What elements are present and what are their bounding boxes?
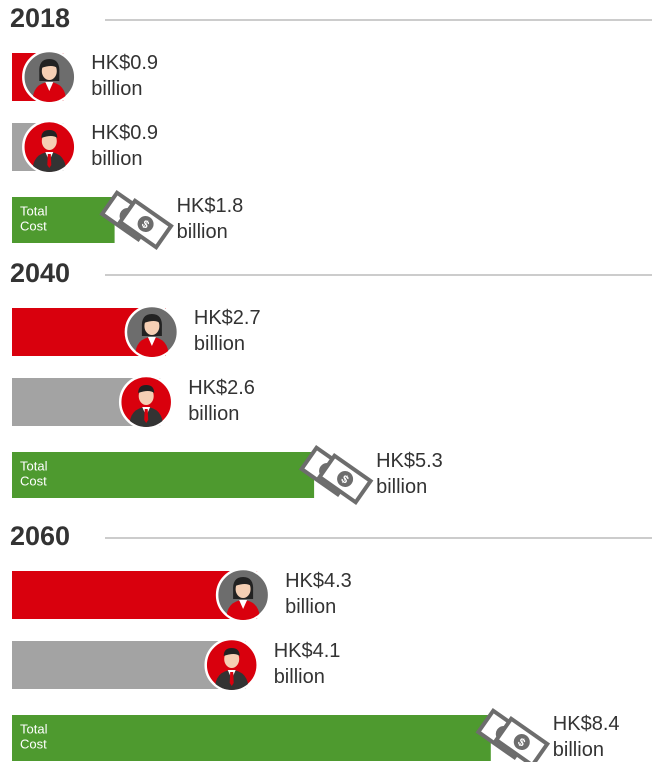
figure [214, 648, 249, 690]
figure [226, 577, 261, 620]
male-icon [22, 119, 77, 175]
coin [137, 216, 154, 232]
figure [32, 59, 67, 102]
figure [134, 314, 169, 357]
body [226, 600, 261, 620]
value-label: HK$4.1 billion [274, 640, 341, 688]
money-icon: $$ [475, 707, 551, 762]
year-heading: 2040 [10, 258, 70, 288]
tie [229, 672, 234, 686]
top-hair [138, 385, 155, 393]
bar [12, 197, 115, 243]
male-icon [118, 374, 174, 430]
top-hair [41, 130, 58, 138]
top-hair [223, 648, 240, 656]
male-icon [204, 637, 259, 693]
total-label: Total Cost [20, 204, 48, 234]
value-label: HK$0.9 billion [91, 122, 158, 170]
value-label: HK$1.8 billion [177, 195, 244, 243]
tie [47, 154, 52, 168]
body [134, 337, 169, 357]
coin [513, 734, 530, 750]
collar [147, 337, 156, 346]
bill: $ [117, 197, 174, 251]
value-label: HK$4.3 billion [285, 570, 352, 618]
dollar: $ [515, 736, 527, 749]
total-label: Total Cost [20, 722, 48, 752]
value-label: HK$8.4 billion [553, 713, 620, 761]
dollar: $ [139, 218, 151, 231]
year-heading: 2060 [10, 521, 70, 551]
value-label: HK$0.9 billion [91, 52, 158, 100]
top-hair [41, 60, 58, 68]
figure [32, 130, 67, 172]
top-hair [235, 578, 252, 586]
body [32, 82, 67, 102]
year-heading: 2018 [10, 3, 70, 33]
female-icon [215, 567, 271, 623]
coin [337, 471, 354, 487]
bar [12, 452, 315, 498]
tie [144, 409, 149, 423]
money-icon: $$ [99, 189, 174, 251]
collar [45, 82, 54, 91]
collar [239, 600, 248, 609]
bill: $ [493, 715, 551, 762]
value-label: HK$2.7 billion [194, 307, 261, 355]
total-label: Total Cost [20, 459, 48, 489]
bill: $ [316, 452, 374, 506]
top-hair [143, 315, 160, 323]
money-icon: $$ [298, 444, 374, 506]
value-label: HK$5.3 billion [376, 450, 443, 498]
female-icon [22, 49, 77, 105]
bar [12, 715, 491, 761]
value-label: HK$2.6 billion [188, 377, 255, 425]
dollar: $ [339, 473, 351, 486]
female-icon [124, 304, 180, 360]
figure [129, 385, 164, 427]
